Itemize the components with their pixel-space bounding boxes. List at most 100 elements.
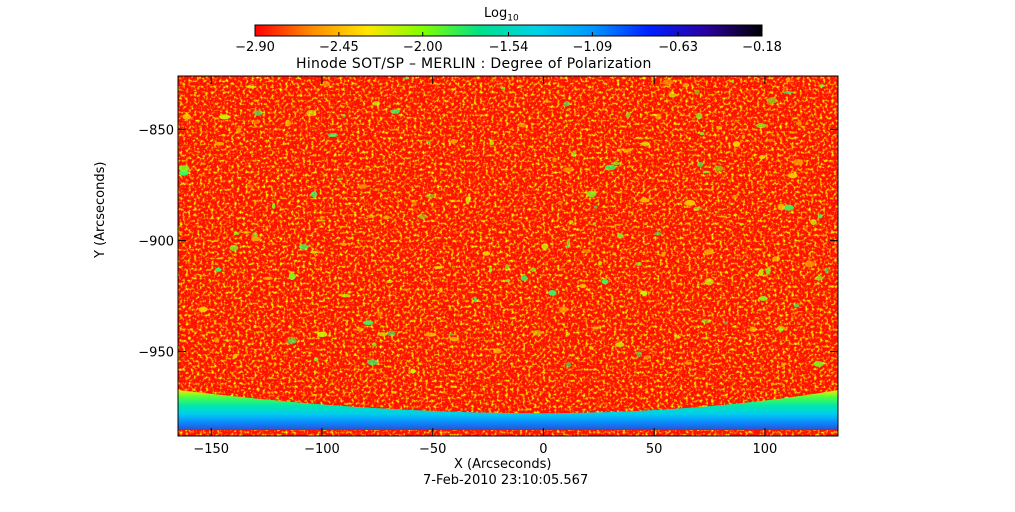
heatmap-patch — [365, 214, 376, 219]
heatmap-patch — [229, 244, 239, 252]
heatmap-patch — [668, 92, 677, 98]
heatmap-patch — [449, 336, 459, 342]
x-tick-label: 50 — [646, 442, 663, 457]
y-tick-label: −900 — [138, 234, 174, 249]
heatmap-patch — [321, 80, 331, 87]
heatmap-patch — [593, 222, 597, 226]
heatmap-patch — [313, 357, 319, 362]
heatmap-patch — [627, 303, 631, 306]
heatmap-patch — [386, 279, 393, 284]
heatmap-patch — [713, 165, 724, 172]
x-tick-label: −50 — [419, 442, 446, 457]
heatmap-patch — [342, 114, 346, 118]
heatmap-patch — [236, 127, 242, 134]
heatmap-patch — [493, 348, 502, 354]
heatmap-patch — [557, 200, 563, 205]
x-tick-label: 100 — [752, 442, 777, 457]
heatmap-patch — [749, 326, 757, 333]
heatmap-patch — [572, 150, 576, 158]
heatmap-patch — [381, 189, 388, 192]
heatmap-patch — [565, 362, 572, 368]
colorbar: −2.90 −2.45 −2.00 −1.54 −1.09 −0.63 −0.18 — [235, 24, 782, 55]
heatmap-patch — [215, 267, 222, 272]
colorbar-tick-label: −1.09 — [572, 40, 612, 55]
heatmap-patch — [482, 251, 491, 256]
heatmap-patch — [601, 279, 609, 285]
heatmap-patch — [270, 321, 274, 328]
heatmap-patch — [505, 279, 511, 283]
heatmap-patch — [759, 155, 766, 160]
heatmap-patch — [566, 332, 570, 336]
heatmap-patch — [541, 243, 549, 250]
heatmap-patch — [542, 100, 552, 103]
heatmap-patch — [682, 83, 690, 88]
heatmap-patch — [563, 100, 571, 107]
heatmap-plot: −150 −100 −50 0 50 100 −850 −900 −950 — [138, 75, 839, 457]
heatmap-patch — [701, 318, 711, 324]
heatmap-patch — [402, 77, 409, 80]
heatmap-patch — [222, 339, 233, 342]
colorbar-ticks: −2.90 −2.45 −2.00 −1.54 −1.09 −0.63 −0.18 — [235, 32, 782, 55]
heatmap-patch — [766, 97, 778, 104]
heatmap-patch — [767, 138, 774, 142]
heatmap-patch — [450, 139, 458, 144]
heatmap-patch — [262, 276, 273, 281]
y-ticks: −850 −900 −950 — [138, 123, 838, 361]
heatmap-patch — [562, 167, 573, 173]
heatmap-patch — [412, 199, 417, 207]
heatmap-patch — [425, 194, 436, 199]
heatmap-patch — [505, 263, 510, 271]
heatmap-patch — [723, 321, 729, 325]
heatmap-speckle — [178, 76, 838, 436]
y-tick-label: −850 — [138, 123, 174, 138]
heatmap-patch — [417, 214, 428, 219]
x-ticks: −150 −100 −50 0 50 100 — [193, 76, 777, 457]
heatmap-patch — [755, 123, 767, 129]
heatmap-patch — [813, 361, 824, 367]
heatmap-patch — [782, 204, 794, 211]
heatmap-patch — [703, 249, 714, 255]
heatmap-patch — [390, 109, 400, 114]
heatmap-patch — [804, 260, 815, 268]
heatmap-patch — [731, 194, 738, 200]
x-axis-label: X (Arcseconds) — [454, 457, 552, 472]
colorbar-tick-label: −2.45 — [319, 40, 359, 55]
heatmap-patch — [695, 112, 703, 120]
heatmap-patch — [465, 196, 471, 204]
heatmap-patch — [245, 85, 257, 89]
heatmap-patch — [579, 283, 587, 288]
heatmap-patch — [340, 242, 348, 247]
heatmap-patch — [610, 162, 622, 166]
heatmap-patch — [232, 354, 238, 359]
heatmap-patch — [793, 303, 800, 308]
heatmap-patch — [616, 148, 621, 152]
heatmap-patch — [814, 275, 824, 281]
heatmap-limb — [178, 390, 838, 430]
heatmap-patch — [777, 203, 785, 211]
heatmap-patch — [253, 110, 263, 116]
heatmap-patch — [285, 120, 291, 127]
heatmap-patch — [817, 214, 823, 219]
heatmap-patch — [625, 112, 631, 118]
heatmap-patch — [488, 267, 493, 273]
heatmap-patch — [593, 205, 598, 209]
heatmap-patch — [327, 133, 339, 138]
heatmap-patch — [702, 170, 710, 174]
colorbar-title: Log10 — [484, 6, 519, 24]
heatmap-patch — [795, 121, 802, 126]
heatmap-patch — [240, 231, 252, 234]
heatmap-patch — [716, 125, 722, 130]
heatmap-patch — [566, 239, 571, 246]
heatmap-patch — [319, 216, 326, 219]
heatmap-patch — [520, 275, 528, 281]
heatmap-patch — [824, 267, 829, 274]
heatmap-patch — [718, 215, 727, 218]
heatmap-patch — [219, 114, 230, 120]
heatmap-patch — [310, 191, 318, 198]
heatmap-patch — [598, 260, 603, 266]
heatmap-patch — [500, 86, 506, 90]
heatmap-patch — [340, 293, 351, 298]
heatmap-patch — [693, 206, 703, 211]
heatmap-patch — [581, 249, 592, 254]
